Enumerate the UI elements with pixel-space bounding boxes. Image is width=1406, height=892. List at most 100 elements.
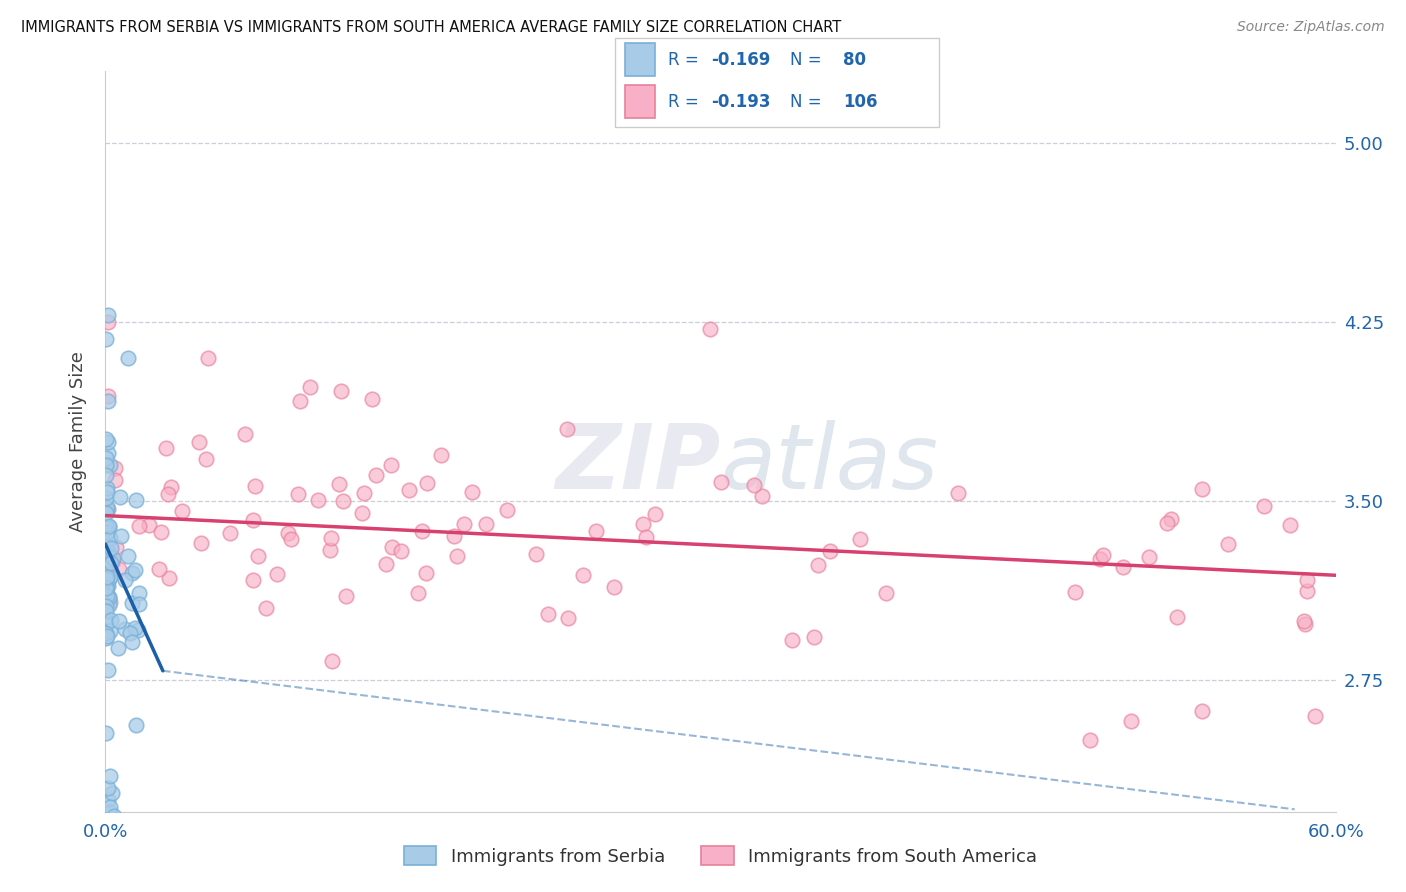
- Point: [125, 493, 148, 508]
- Point: [699, 322, 721, 336]
- Point: [100, 541, 122, 555]
- Point: [644, 507, 666, 521]
- Point: [585, 524, 607, 538]
- Point: [416, 475, 439, 490]
- Point: [572, 567, 595, 582]
- Point: [361, 392, 384, 406]
- Point: [219, 526, 242, 541]
- Point: [94, 631, 117, 645]
- Point: [96, 485, 118, 500]
- Point: [537, 607, 560, 621]
- Point: [94, 537, 117, 551]
- Point: [94, 572, 117, 586]
- Point: [1064, 585, 1087, 599]
- Text: 106: 106: [844, 93, 877, 111]
- Point: [307, 492, 329, 507]
- Point: [100, 613, 122, 627]
- Point: [107, 640, 129, 655]
- Bar: [624, 43, 655, 76]
- Point: [94, 626, 117, 640]
- Point: [96, 501, 118, 516]
- Point: [120, 625, 142, 640]
- Point: [364, 467, 387, 482]
- Point: [98, 591, 121, 606]
- Y-axis label: Average Family Size: Average Family Size: [69, 351, 87, 532]
- Point: [96, 502, 118, 516]
- Point: [157, 571, 180, 585]
- Point: [299, 379, 322, 393]
- Point: [121, 566, 143, 580]
- Point: [96, 481, 118, 495]
- Point: [246, 549, 269, 564]
- Point: [235, 427, 257, 442]
- Text: R =: R =: [668, 93, 704, 111]
- Text: R =: R =: [668, 51, 704, 69]
- Point: [780, 633, 803, 648]
- Point: [98, 519, 121, 533]
- Point: [849, 532, 872, 546]
- Point: [96, 570, 118, 584]
- Point: [97, 519, 120, 533]
- Point: [94, 450, 117, 465]
- Point: [277, 525, 299, 540]
- Point: [127, 623, 149, 637]
- Point: [280, 533, 302, 547]
- Point: [107, 561, 129, 575]
- Point: [446, 549, 468, 564]
- Point: [104, 540, 127, 554]
- Point: [96, 542, 118, 557]
- Text: IMMIGRANTS FROM SERBIA VS IMMIGRANTS FROM SOUTH AMERICA AVERAGE FAMILY SIZE CORR: IMMIGRANTS FROM SERBIA VS IMMIGRANTS FRO…: [21, 20, 841, 35]
- Point: [188, 434, 211, 449]
- Point: [96, 332, 118, 346]
- Point: [148, 562, 170, 576]
- Point: [94, 599, 117, 613]
- Point: [319, 531, 342, 545]
- Point: [128, 519, 150, 533]
- Point: [381, 541, 404, 555]
- Point: [94, 501, 117, 516]
- Point: [1295, 574, 1317, 588]
- Point: [128, 597, 150, 611]
- Point: [117, 351, 139, 365]
- Point: [389, 543, 412, 558]
- Point: [1078, 733, 1101, 747]
- Point: [128, 585, 150, 599]
- Point: [96, 521, 118, 535]
- Point: [94, 547, 117, 561]
- Point: [1303, 709, 1326, 723]
- Point: [495, 503, 517, 517]
- Point: [602, 580, 624, 594]
- Point: [96, 500, 118, 515]
- Point: [114, 573, 136, 587]
- Point: [121, 634, 143, 648]
- Point: [443, 528, 465, 542]
- Point: [1279, 518, 1302, 533]
- Point: [290, 393, 312, 408]
- Text: ZIP: ZIP: [555, 420, 721, 508]
- Point: [1218, 537, 1240, 551]
- Point: [243, 478, 266, 492]
- Point: [96, 524, 118, 539]
- Point: [96, 780, 118, 795]
- Point: [98, 458, 121, 473]
- Point: [97, 546, 120, 560]
- Point: [97, 663, 120, 677]
- Point: [1191, 705, 1213, 719]
- Point: [415, 566, 437, 581]
- Point: [104, 461, 127, 475]
- Text: Source: ZipAtlas.com: Source: ZipAtlas.com: [1237, 20, 1385, 34]
- Point: [1292, 614, 1315, 628]
- Point: [110, 529, 132, 543]
- Point: [96, 308, 118, 322]
- Legend: Immigrants from Serbia, Immigrants from South America: Immigrants from Serbia, Immigrants from …: [396, 839, 1045, 873]
- Point: [254, 601, 277, 615]
- Point: [1253, 499, 1275, 513]
- Point: [524, 547, 547, 561]
- Point: [242, 573, 264, 587]
- Point: [96, 526, 118, 541]
- Point: [1092, 548, 1115, 562]
- Point: [170, 504, 193, 518]
- Point: [124, 621, 146, 635]
- Point: [97, 435, 120, 450]
- Point: [710, 475, 733, 490]
